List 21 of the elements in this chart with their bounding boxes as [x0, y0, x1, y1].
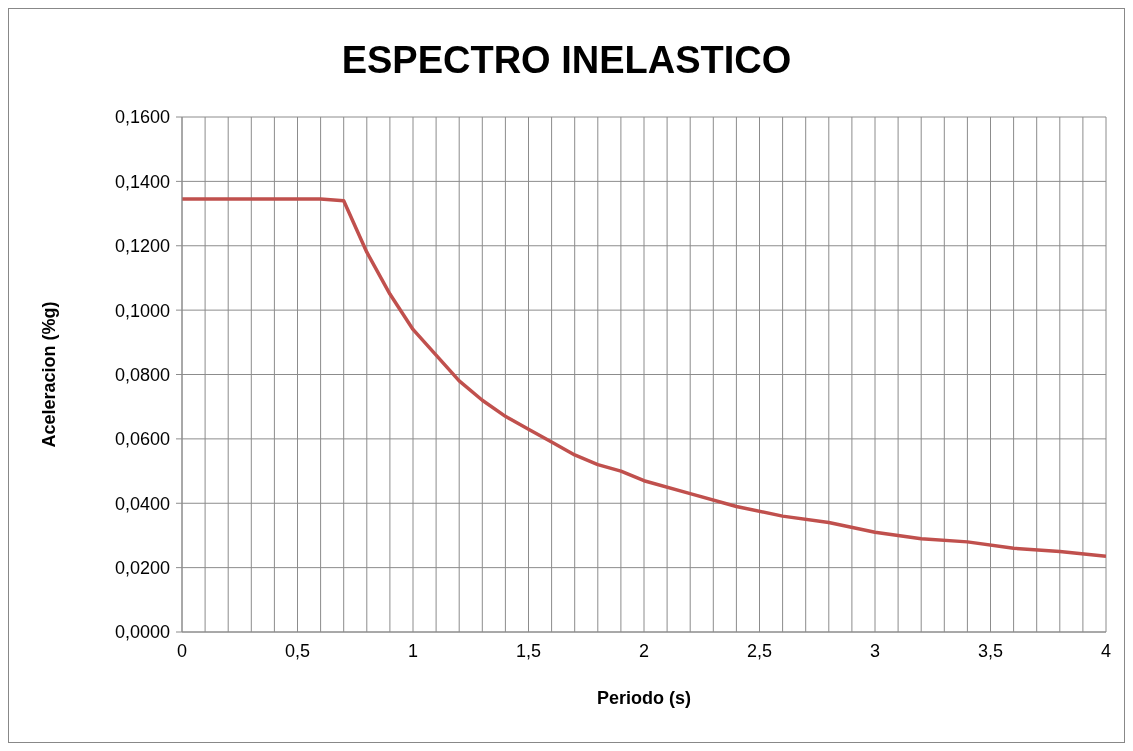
x-tick-label: 0	[176, 641, 188, 662]
y-tick-label: 0,1600	[114, 107, 170, 128]
x-axis-title: Periodo (s)	[596, 688, 692, 708]
y-axis-title: Aceleracion (%g)	[39, 301, 60, 448]
y-tick-label: 0,0200	[114, 558, 170, 579]
y-tick-label: 0,1000	[114, 300, 170, 321]
y-tick-label: 0,0600	[114, 429, 170, 450]
x-tick-label: 3	[869, 641, 881, 662]
x-tick-label: 2,5	[746, 641, 773, 662]
y-tick-label: 0,0400	[114, 493, 170, 514]
x-tick-label: 2	[638, 641, 650, 662]
x-tick-label: 1	[407, 641, 419, 662]
y-tick-label: 0,1200	[114, 236, 170, 257]
chart-title: ESPECTRO INELASTICO	[340, 39, 793, 82]
x-tick-label: 1,5	[515, 641, 542, 662]
y-tick-label: 0,0000	[114, 622, 170, 643]
y-tick-label: 0,0800	[114, 364, 170, 385]
x-tick-label: 3,5	[977, 641, 1004, 662]
x-tick-label: 4	[1100, 641, 1112, 662]
y-tick-label: 0,1400	[114, 171, 170, 192]
x-tick-label: 0,5	[284, 641, 311, 662]
